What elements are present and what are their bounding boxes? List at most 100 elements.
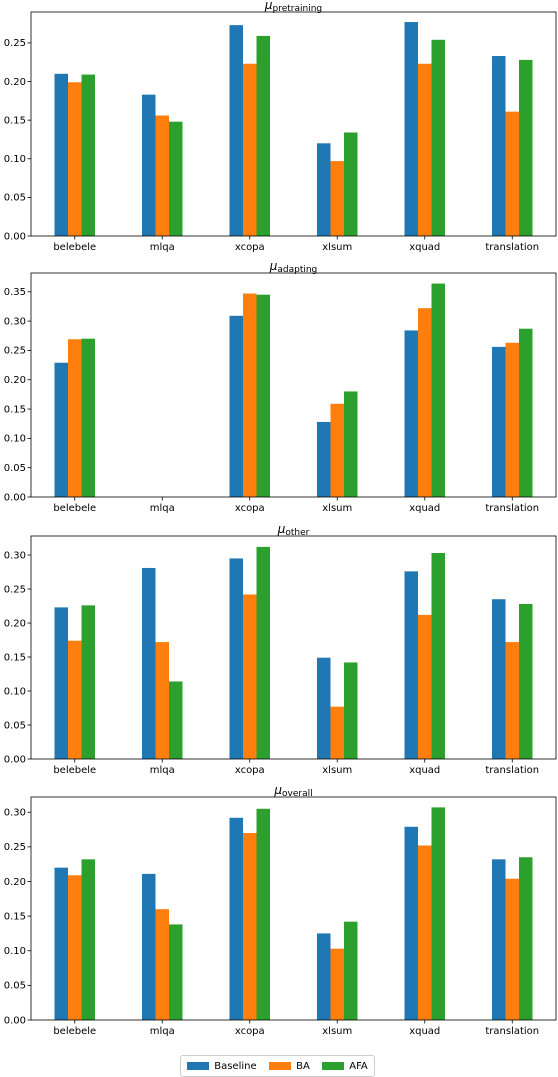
panel-1-bar-ba-xlsum	[330, 161, 344, 236]
panel-1-bar-afa-translation	[519, 59, 533, 237]
panel-4-bar-ba-mlqa	[155, 909, 169, 1020]
panel-2-bar-afa-translation	[519, 328, 533, 497]
panel-1-xtick-label-3: xlsum	[322, 242, 352, 253]
panel-3-ytick-label-1: 0.05	[4, 720, 26, 731]
panel-3-bar-baseline-xquad	[404, 571, 418, 759]
panel-2-xtick-label-5: translation	[485, 503, 539, 514]
panel-1-bar-afa-belebele	[81, 74, 95, 236]
panel-2-xtick-label-3: xlsum	[322, 503, 352, 514]
panel-3-bar-ba-translation	[505, 642, 519, 759]
panel-1-xtick-label-4: xquad	[409, 242, 440, 253]
panel-2-ytick-label-3: 0.15	[4, 404, 26, 415]
panel-4-bar-baseline-belebele	[54, 867, 68, 1020]
panel-4-bar-baseline-xquad	[404, 826, 418, 1020]
panel-2-bar-afa-xquad	[431, 283, 445, 497]
panel-3-bar-afa-xquad	[431, 552, 445, 759]
panel-2-ytick-label-0: 0.00	[4, 492, 26, 503]
legend-swatch-afa	[322, 1062, 345, 1070]
panel-4-bar-baseline-xcopa	[229, 817, 243, 1020]
panel-1-bar-ba-translation	[505, 111, 519, 236]
panel-2-ytick-label-2: 0.10	[4, 434, 26, 445]
panel-3-bar-ba-xlsum	[330, 706, 344, 759]
panel-4-ytick-label-0: 0.00	[4, 1015, 26, 1026]
panel-3-bar-afa-translation	[519, 603, 533, 759]
legend-swatch-baseline	[187, 1062, 210, 1070]
panel-1-bar-ba-mlqa	[155, 115, 169, 236]
panel-4-bar-ba-translation	[505, 878, 519, 1020]
panel-4-xtick-label-3: xlsum	[322, 1026, 352, 1037]
panel-1-bar-afa-xlsum	[344, 132, 358, 236]
panel-4-bar-ba-xcopa	[243, 833, 257, 1020]
panel-4-bar-afa-xquad	[431, 807, 445, 1020]
panel-3-bar-baseline-xlsum	[317, 657, 331, 759]
panel-3-xtick-label-2: xcopa	[235, 765, 265, 776]
panel-2-bar-ba-xlsum	[330, 403, 344, 497]
panel-3-xtick-label-0: belebele	[53, 765, 96, 776]
panel-2-ytick-label-4: 0.20	[4, 375, 26, 386]
panel-1-bar-baseline-xcopa	[229, 25, 243, 236]
panel-2-bar-ba-belebele	[68, 339, 82, 497]
panel-3-xtick-label-5: translation	[485, 765, 539, 776]
panel-4-bar-afa-belebele	[81, 859, 95, 1020]
panel-4-ytick-label-2: 0.10	[4, 946, 26, 957]
panel-2-ytick-label-5: 0.25	[4, 346, 26, 357]
panel-3-ytick-label-5: 0.25	[4, 584, 26, 595]
panel-2-bar-baseline-belebele	[54, 362, 68, 497]
panel-4-bar-ba-xlsum	[330, 948, 344, 1020]
panel-1-ytick-label-3: 0.15	[4, 115, 26, 126]
legend-swatch-ba	[269, 1062, 292, 1070]
panel-1-xtick-label-5: translation	[485, 242, 539, 253]
panel-2-bar-baseline-translation	[492, 346, 506, 497]
panel-3-bar-afa-mlqa	[169, 681, 183, 759]
panel-4-title: μoverall	[273, 783, 312, 799]
panel-4-xtick-label-5: translation	[485, 1026, 539, 1037]
panel-2-ytick-label-6: 0.30	[4, 316, 26, 327]
panel-4-ytick-label-3: 0.15	[4, 911, 26, 922]
panel-2-xtick-label-1: mlqa	[150, 503, 175, 514]
legend-item-ba: BA	[269, 1061, 310, 1072]
panel-2-xtick-label-4: xquad	[409, 503, 440, 514]
legend-item-baseline: Baseline	[187, 1061, 257, 1072]
panel-3-title: μother	[277, 522, 310, 538]
panel-4-bar-baseline-mlqa	[142, 873, 156, 1020]
panel-1-bar-baseline-xquad	[404, 22, 418, 236]
panel-2-bar-ba-xquad	[418, 308, 432, 497]
panel-3-bar-afa-xlsum	[344, 662, 358, 759]
panel-1-ytick-label-0: 0.00	[4, 231, 26, 242]
panel-2-xtick-label-0: belebele	[53, 503, 96, 514]
panel-4-xtick-label-1: mlqa	[150, 1026, 175, 1037]
panel-4-bar-baseline-xlsum	[317, 933, 331, 1020]
panel-2-bar-ba-xcopa	[243, 293, 257, 497]
panel-1-xtick-label-0: belebele	[53, 242, 96, 253]
panel-3-ytick-label-0: 0.00	[4, 754, 26, 765]
panel-2-bar-ba-translation	[505, 342, 519, 497]
panel-3-xtick-label-4: xquad	[409, 765, 440, 776]
panel-1-bar-ba-xquad	[418, 63, 432, 236]
panel-4-ytick-label-4: 0.20	[4, 877, 26, 888]
panel-1-bar-baseline-mlqa	[142, 94, 156, 236]
legend: Baseline BA AFA	[180, 1055, 375, 1077]
panel-4-axes-frame	[30, 796, 557, 1021]
legend-label-afa: AFA	[349, 1060, 368, 1072]
panel-1-axes-frame	[30, 11, 557, 237]
panel-3-bar-afa-xcopa	[256, 546, 270, 759]
panel-3-bar-ba-xcopa	[243, 594, 257, 759]
panel-1-ytick-label-2: 0.10	[4, 154, 26, 165]
panel-1-ytick-label-4: 0.20	[4, 77, 26, 88]
panel-3-ytick-label-2: 0.10	[4, 686, 26, 697]
panel-2-bar-afa-belebele	[81, 338, 95, 497]
panel-3-bar-baseline-translation	[492, 599, 506, 759]
panel-4-bar-ba-belebele	[68, 875, 82, 1020]
panel-3-bar-baseline-belebele	[54, 607, 68, 759]
panel-4-bar-afa-xcopa	[256, 808, 270, 1020]
panel-3-ytick-label-3: 0.15	[4, 652, 26, 663]
panel-1-title: μpretraining	[264, 0, 322, 14]
panel-1-ytick-label-5: 0.25	[4, 38, 26, 49]
legend-item-afa: AFA	[322, 1061, 368, 1072]
panel-4-bar-afa-xlsum	[344, 921, 358, 1020]
panel-1-xtick-label-1: mlqa	[150, 242, 175, 253]
panel-3-bar-ba-belebele	[68, 640, 82, 759]
panel-4-bar-ba-xquad	[418, 845, 432, 1020]
legend-label-ba: BA	[296, 1060, 310, 1072]
